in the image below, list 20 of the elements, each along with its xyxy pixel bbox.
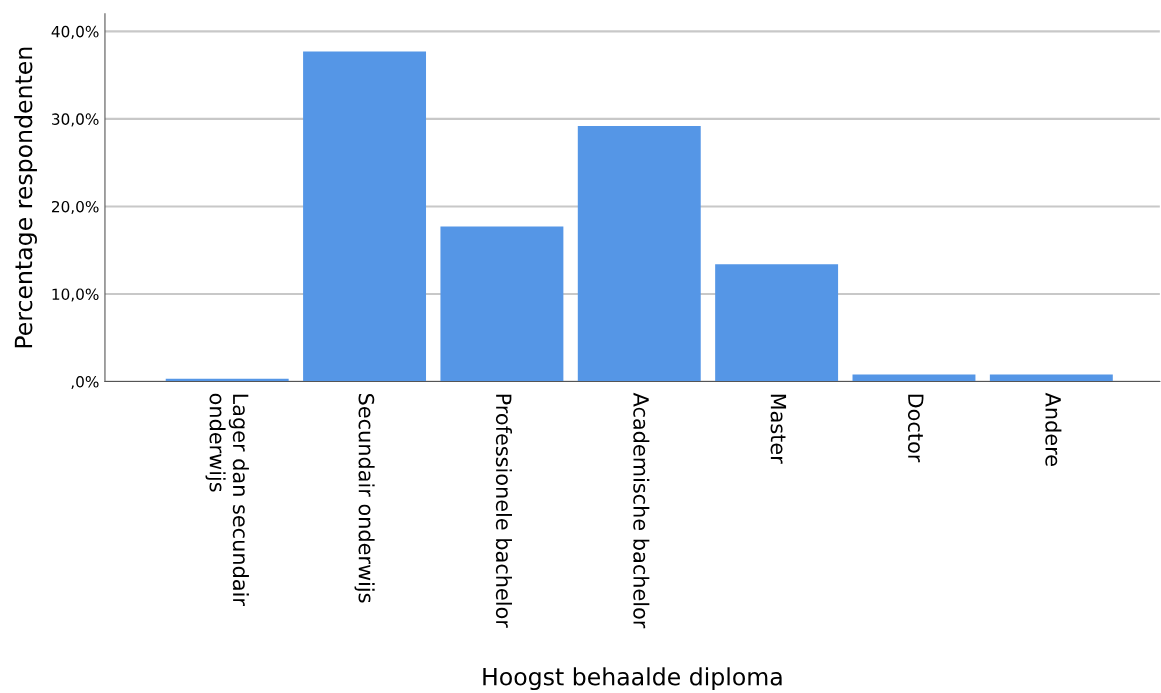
x-tick-label: Secundair onderwijs	[354, 393, 375, 603]
bar	[989, 374, 1113, 382]
y-tick-label: 40,0%	[51, 25, 99, 39]
x-tick-label: Lager dan secundair onderwijs	[205, 393, 249, 606]
bar	[577, 125, 701, 382]
x-tick-label: Doctor	[907, 394, 924, 463]
bar	[715, 264, 839, 382]
x-tick-label: Professionele bachelor	[495, 394, 512, 628]
x-tick-label: Andere	[1045, 392, 1062, 466]
y-axis-title: Percentage respondenten	[14, 47, 37, 348]
x-axis-title: Hoogst behaalde diploma	[483, 667, 782, 691]
bar	[852, 374, 976, 382]
y-tick-label: 20,0%	[51, 200, 99, 215]
x-tick-label: Academische bachelor	[633, 392, 650, 629]
bar	[303, 51, 427, 382]
y-tick-label: 30,0%	[52, 113, 99, 127]
y-tick-label: 10,0%	[52, 288, 99, 302]
x-tick-label: Master	[770, 394, 787, 464]
y-tick-label: ,0%	[71, 375, 99, 390]
bar	[440, 226, 564, 382]
